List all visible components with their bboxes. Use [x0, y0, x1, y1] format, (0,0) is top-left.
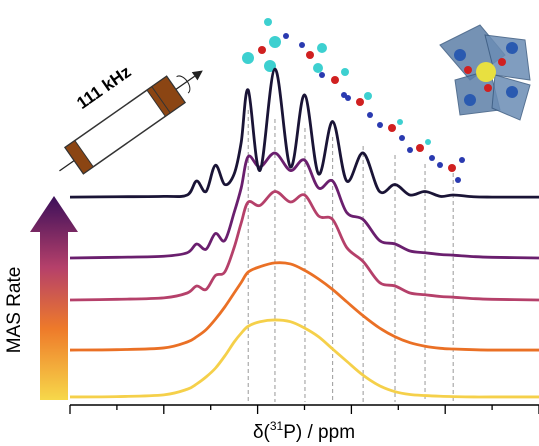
spectrum-line	[69, 318, 539, 399]
mas-arrow	[30, 196, 78, 400]
polyhedra	[439, 24, 531, 121]
x-label-suffix: P) / ppm	[283, 422, 355, 443]
spectrum-line	[69, 67, 539, 199]
rotor	[59, 70, 203, 175]
molecule-icons	[242, 18, 465, 183]
spectrum-line	[69, 261, 539, 352]
arrow-label: MAS Rate	[4, 267, 25, 354]
x-axis-label: δ(31P) / ppm	[253, 419, 355, 443]
x-label-prefix: δ(	[253, 422, 271, 443]
spectrum-line	[69, 190, 539, 302]
x-label-superscript: 31	[270, 419, 284, 433]
spectrum-line	[69, 151, 539, 260]
